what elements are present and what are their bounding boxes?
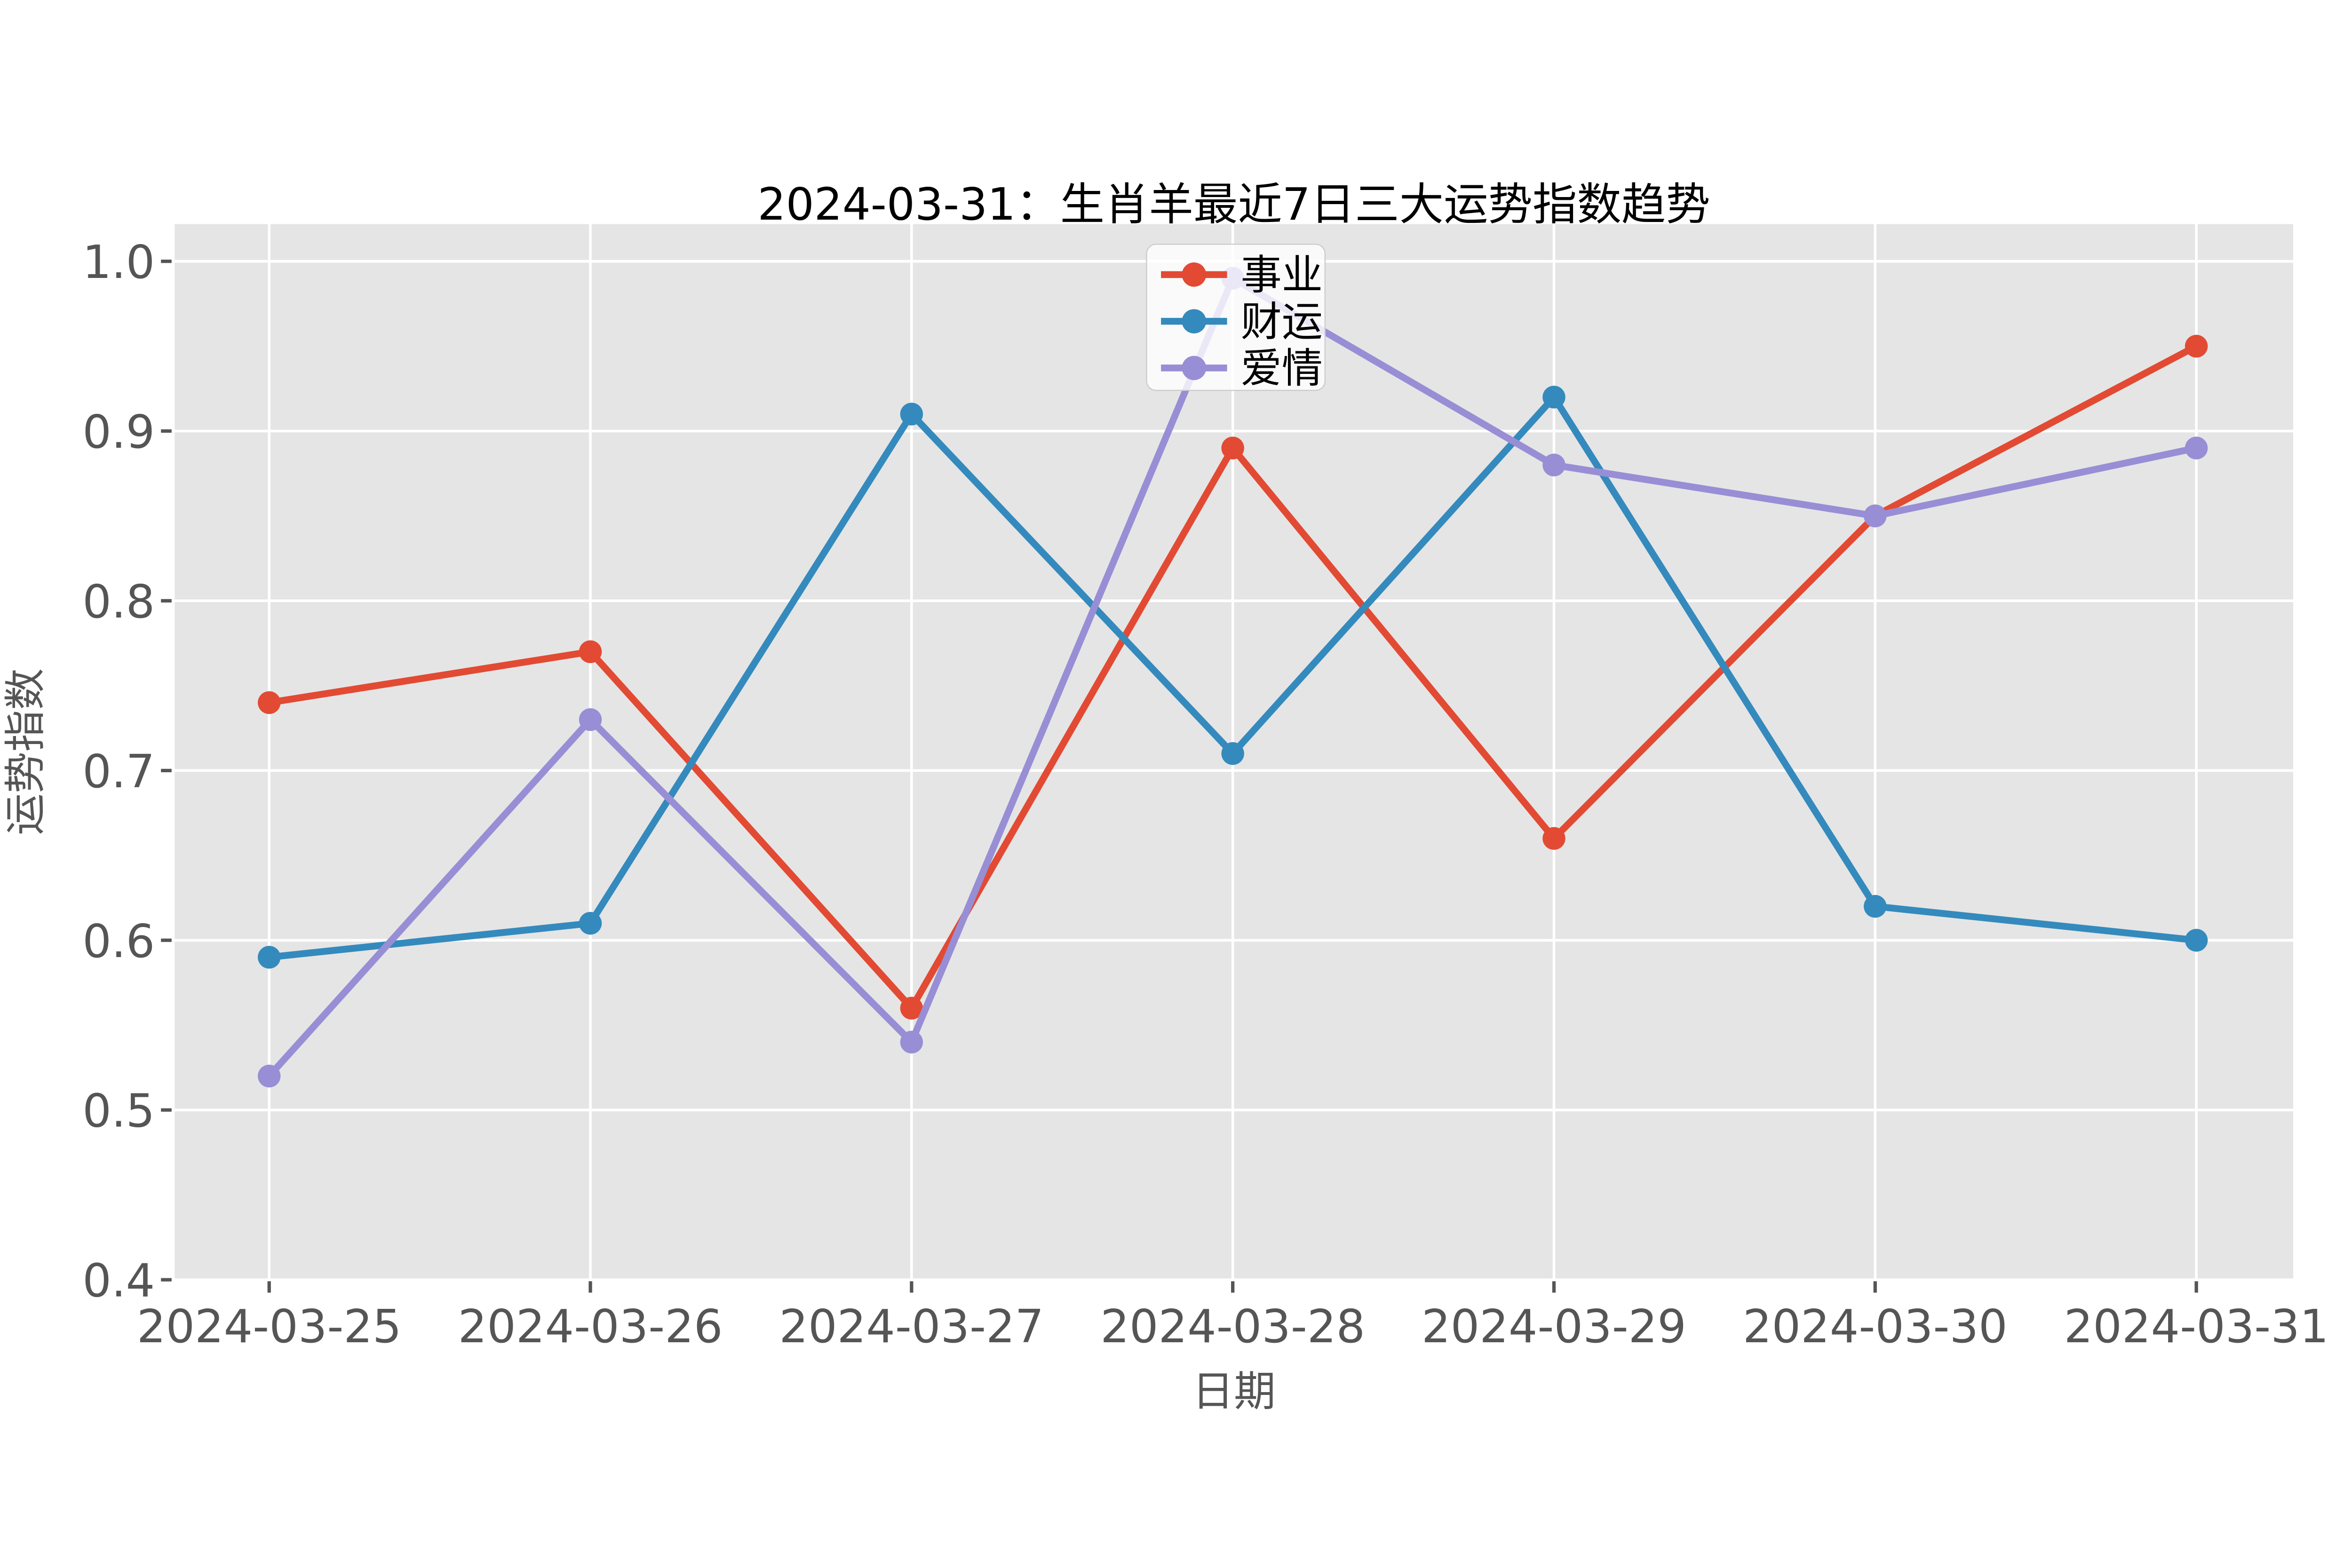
data-point-marker: [1221, 436, 1244, 459]
legend-sample-marker: [1182, 356, 1207, 380]
legend-label: 爱情: [1241, 344, 1323, 392]
data-point-marker: [2185, 436, 2208, 459]
data-point-marker: [1221, 742, 1244, 765]
data-point-marker: [900, 403, 923, 426]
data-point-marker: [1864, 504, 1887, 528]
axis-ticks: [161, 259, 2198, 1293]
data-point-marker: [1542, 386, 1565, 409]
data-point-marker: [1542, 827, 1565, 850]
x-tick-label: 2024-03-29: [1422, 1300, 1686, 1353]
x-tick-label: 2024-03-30: [1743, 1300, 2008, 1353]
data-point-marker: [1542, 453, 1565, 476]
y-tick-label: 0.8: [82, 575, 155, 628]
legend-sample-marker: [1182, 262, 1207, 287]
x-tick-label: 2024-03-28: [1100, 1300, 1365, 1353]
data-point-marker: [579, 708, 602, 731]
x-tick-label: 2024-03-25: [137, 1300, 402, 1353]
y-tick-label: 1.0: [82, 236, 155, 289]
data-series: [258, 267, 2208, 1088]
data-point-marker: [579, 911, 602, 935]
legend-label: 事业: [1241, 251, 1323, 299]
chart-title: 2024-03-31：生肖羊最近7日三大运势指数趋势: [758, 179, 1710, 230]
x-tick-label: 2024-03-27: [779, 1300, 1044, 1353]
data-point-marker: [2185, 929, 2208, 952]
x-tick-label: 2024-03-31: [2064, 1300, 2329, 1353]
y-tick-label: 0.6: [82, 915, 155, 968]
data-point-marker: [258, 1064, 281, 1088]
y-axis-title: 运势指数: [1, 668, 50, 835]
data-point-marker: [579, 640, 602, 663]
data-point-marker: [2185, 334, 2208, 358]
data-point-marker: [900, 1030, 923, 1054]
legend-sample-marker: [1182, 309, 1207, 333]
x-axis-title: 日期: [1192, 1367, 1276, 1416]
y-tick-label: 0.4: [82, 1254, 155, 1307]
y-tick-label: 0.5: [82, 1085, 155, 1138]
y-tick-label: 0.9: [82, 405, 155, 459]
data-point-marker: [258, 691, 281, 714]
data-point-marker: [1864, 895, 1887, 918]
legend-label: 财运: [1241, 298, 1323, 346]
x-tick-label: 2024-03-26: [458, 1300, 723, 1353]
data-point-marker: [900, 997, 923, 1020]
data-point-marker: [258, 946, 281, 969]
y-tick-label: 0.7: [82, 745, 155, 798]
